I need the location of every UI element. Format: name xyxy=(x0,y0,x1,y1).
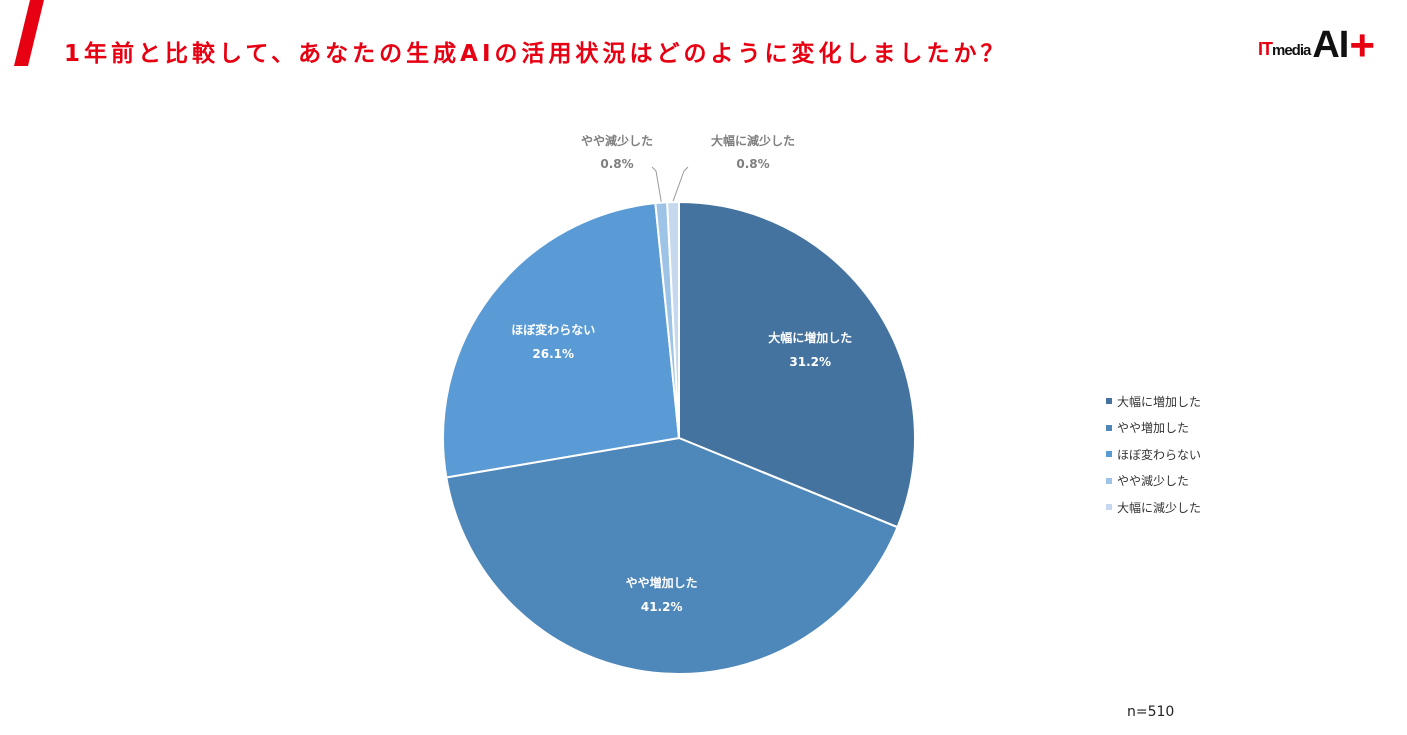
logo-plus: + xyxy=(1349,20,1376,70)
legend-label-4: やや減少した xyxy=(1117,474,1190,489)
slice-label-2: やや増加した xyxy=(626,575,698,590)
pie-slice-1 xyxy=(678,200,916,529)
legend-label-1: 大幅に増加した xyxy=(1117,394,1202,409)
logo-media: media xyxy=(1272,42,1311,59)
logo-ai: AI xyxy=(1312,24,1349,66)
slice-value-2: 41.2% xyxy=(641,600,683,614)
slice-value-4: 0.8% xyxy=(600,157,633,171)
legend-item-2: やや増加した xyxy=(1106,415,1201,442)
legend-swatch-2 xyxy=(1106,424,1112,431)
legend-swatch-4 xyxy=(1106,477,1112,484)
leader-line-4 xyxy=(651,166,662,202)
accent-slash-mark xyxy=(14,0,44,66)
slice-value-3: 26.1% xyxy=(532,347,574,361)
sample-size-note: n=510 xyxy=(1127,704,1175,720)
legend-swatch-3 xyxy=(1106,451,1112,458)
legend-label-2: やや増加した xyxy=(1117,421,1190,436)
slice-value-5: 0.8% xyxy=(736,157,769,171)
itmedia-ai-plus-logo: IT media AI + xyxy=(1258,20,1376,70)
pie-slice-3 xyxy=(442,202,681,479)
legend-swatch-5 xyxy=(1106,504,1112,511)
legend-label-3: ほぼ変わらない xyxy=(1117,447,1202,462)
legend-item-5: 大幅に減少した xyxy=(1106,494,1201,521)
chart-legend: 大幅に増加した やや増加した ほぼ変わらない やや減少した 大幅に減少した xyxy=(1106,388,1201,521)
pie-slice-2 xyxy=(445,436,899,675)
slice-label-4: やや減少した xyxy=(581,133,653,148)
legend-swatch-1 xyxy=(1106,398,1112,405)
slice-label-3: ほぼ変わらない xyxy=(511,322,595,337)
pie-slice-5 xyxy=(666,200,680,439)
legend-label-5: 大幅に減少した xyxy=(1117,500,1202,515)
legend-item-3: ほぼ変わらない xyxy=(1106,441,1201,468)
leader-line-5 xyxy=(672,166,689,202)
slice-value-1: 31.2% xyxy=(789,355,831,369)
slice-label-5: 大幅に減少した xyxy=(711,133,795,148)
logo-it: IT xyxy=(1258,39,1273,59)
legend-item-1: 大幅に増加した xyxy=(1106,388,1201,415)
chart-title: 1年前と比較して、あなたの生成AIの活用状況はどのように変化しましたか？ xyxy=(64,41,1008,67)
slice-label-1: 大幅に増加した xyxy=(768,330,852,345)
legend-item-4: やや減少した xyxy=(1106,468,1201,495)
